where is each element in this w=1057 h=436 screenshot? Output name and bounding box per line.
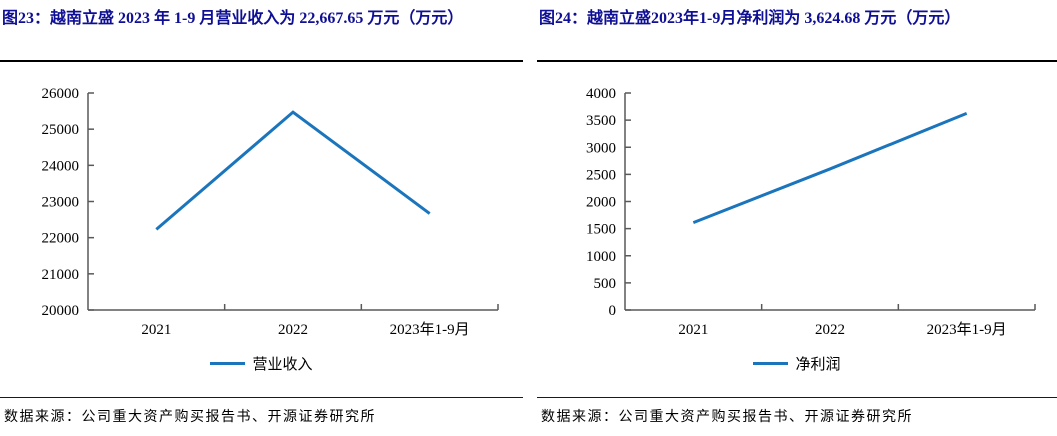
net-profit-line-chart: 0 500 1000 1500 2000 2500 3000 3500 4000 2021 2022… bbox=[586, 86, 1036, 338]
svg-text:2023年1-9月: 2023年1-9月 bbox=[927, 321, 1007, 338]
svg-text:2021: 2021 bbox=[141, 322, 171, 338]
svg-text:2021: 2021 bbox=[678, 322, 708, 338]
svg-text:2022: 2022 bbox=[815, 322, 845, 338]
legend: 净利润 bbox=[537, 340, 1057, 386]
chart-title-figure-23: 图23：越南立盛 2023 年 1-9 月营业收入为 22,667.65 万元（… bbox=[2, 10, 464, 27]
svg-text:2023年1-9月: 2023年1-9月 bbox=[390, 321, 470, 338]
svg-text:22000: 22000 bbox=[42, 231, 80, 247]
svg-text:0: 0 bbox=[609, 303, 617, 319]
chart-title-figure-24: 图24：越南立盛2023年1-9月净利润为 3,624.68 万元（万元） bbox=[539, 10, 961, 27]
svg-text:26000: 26000 bbox=[42, 86, 80, 102]
svg-text:1500: 1500 bbox=[586, 222, 616, 238]
title-divider bbox=[537, 60, 1057, 62]
legend-label: 营业收入 bbox=[252, 356, 313, 373]
svg-text:20000: 20000 bbox=[42, 303, 80, 319]
svg-text:21000: 21000 bbox=[42, 267, 80, 283]
source-note: 数据来源：公司重大资产购买报告书、开源证券研究所 bbox=[4, 410, 376, 425]
svg-text:4000: 4000 bbox=[586, 86, 616, 102]
source-divider bbox=[537, 397, 1057, 398]
svg-text:2500: 2500 bbox=[586, 167, 616, 183]
svg-text:1000: 1000 bbox=[586, 249, 616, 265]
svg-text:3500: 3500 bbox=[586, 113, 616, 129]
figure-24-net-profit-panel: 图24：越南立盛2023年1-9月净利润为 3,624.68 万元（万元） 0 5… bbox=[537, 0, 1057, 436]
title-divider bbox=[0, 60, 523, 62]
svg-text:2022: 2022 bbox=[278, 322, 308, 338]
legend-line-marker bbox=[753, 361, 789, 365]
svg-text:24000: 24000 bbox=[42, 158, 80, 174]
figure-23-revenue-panel: 图23：越南立盛 2023 年 1-9 月营业收入为 22,667.65 万元（… bbox=[0, 0, 523, 436]
legend-label: 净利润 bbox=[795, 356, 841, 373]
svg-text:2000: 2000 bbox=[586, 195, 616, 211]
svg-text:3000: 3000 bbox=[586, 140, 616, 156]
svg-text:25000: 25000 bbox=[42, 122, 80, 138]
source-note: 数据来源：公司重大资产购买报告书、开源证券研究所 bbox=[541, 410, 913, 425]
revenue-line-chart: 20000 21000 22000 23000 24000 25000 26000 2021 2… bbox=[42, 86, 499, 338]
legend-line-marker bbox=[210, 361, 246, 365]
legend: 营业收入 bbox=[0, 340, 523, 386]
svg-text:23000: 23000 bbox=[42, 195, 80, 211]
source-divider bbox=[0, 397, 523, 398]
svg-text:500: 500 bbox=[594, 276, 617, 292]
